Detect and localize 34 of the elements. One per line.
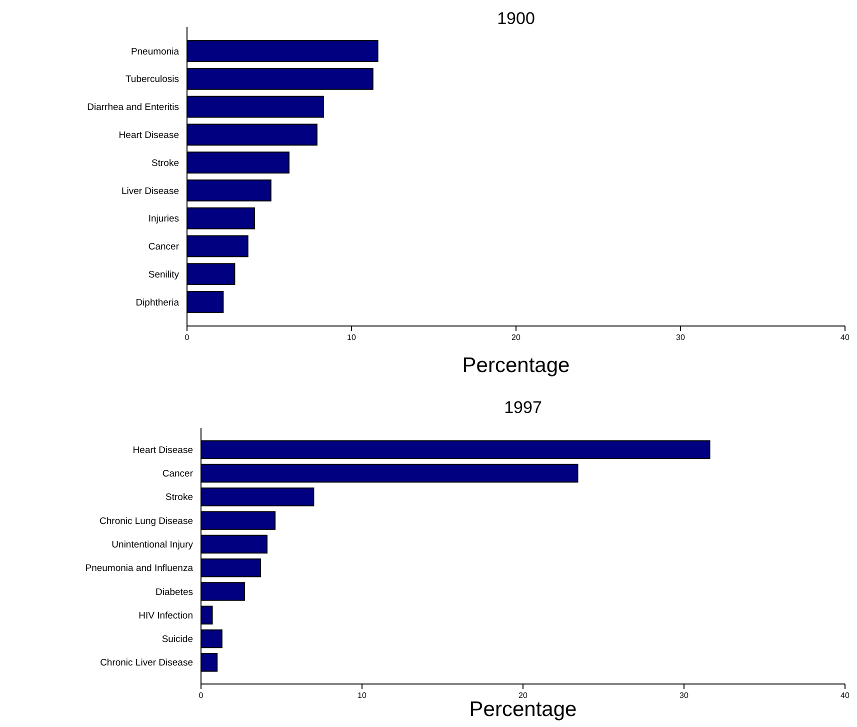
y-tick-label: Liver Disease — [121, 186, 179, 197]
y-tick-label: Senility — [148, 269, 180, 280]
x-tick-label: 40 — [840, 691, 850, 700]
y-tick-label: Injuries — [148, 214, 180, 225]
y-tick-label: Diphtheria — [136, 297, 180, 308]
x-axis-title: Percentage — [469, 698, 577, 721]
y-tick-label: Tuberculosis — [125, 74, 180, 86]
y-tick-label: Stroke — [166, 492, 193, 504]
y-tick-label: Pneumonia — [130, 46, 180, 58]
x-tick-label: 30 — [680, 691, 689, 700]
x-tick-label: 30 — [676, 333, 686, 342]
y-tick-label: Chronic Liver Disease — [100, 658, 193, 669]
y-tick-label: Stroke — [152, 158, 179, 169]
x-tick-label: 0 — [184, 333, 190, 342]
y-tick-label: Heart Disease — [132, 444, 193, 456]
y-tick-label: Heart Disease — [118, 130, 179, 141]
x-tick-label: 20 — [518, 691, 528, 700]
x-tick-label: 0 — [198, 691, 204, 700]
x-tick-label: 20 — [512, 333, 521, 342]
x-axis-title: Percentage — [462, 354, 570, 377]
x-tick-label: 10 — [347, 333, 356, 342]
y-tick-label: Pneumonia and Influenza — [85, 563, 194, 574]
x-tick-label: 40 — [840, 333, 850, 342]
y-tick-label: Cancer — [162, 468, 193, 480]
chart-title: 1900 — [497, 9, 535, 28]
y-tick-label: Cancer — [148, 242, 179, 253]
chart-title: 1997 — [504, 398, 542, 417]
x-tick-label: 10 — [358, 691, 367, 700]
y-tick-label: Unintentional Injury — [112, 540, 194, 550]
y-tick-label: Diabetes — [156, 586, 194, 598]
y-tick-label: HIV Infection — [138, 610, 193, 622]
y-tick-label: Chronic Lung Disease — [100, 516, 193, 527]
y-tick-label: Suicide — [162, 634, 193, 646]
y-tick-label: Diarrhea and Enteritis — [87, 102, 180, 114]
